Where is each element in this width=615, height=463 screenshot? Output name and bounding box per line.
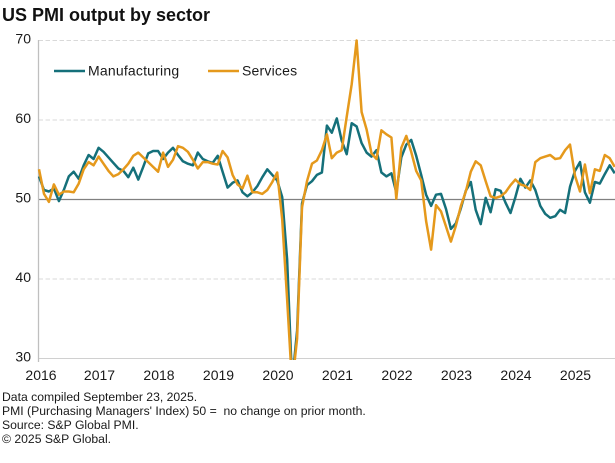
svg-text:2022: 2022 bbox=[381, 367, 412, 383]
svg-text:30: 30 bbox=[15, 349, 31, 365]
svg-text:60: 60 bbox=[15, 110, 31, 126]
svg-text:50: 50 bbox=[15, 190, 31, 206]
svg-text:Manufacturing: Manufacturing bbox=[88, 63, 179, 79]
svg-text:70: 70 bbox=[15, 31, 31, 47]
svg-text:2025: 2025 bbox=[560, 367, 591, 383]
svg-text:2019: 2019 bbox=[203, 367, 234, 383]
svg-text:2016: 2016 bbox=[25, 367, 56, 383]
svg-text:2024: 2024 bbox=[500, 367, 531, 383]
svg-text:2017: 2017 bbox=[84, 367, 115, 383]
svg-text:Services: Services bbox=[242, 63, 297, 79]
svg-text:40: 40 bbox=[15, 269, 31, 285]
svg-text:2020: 2020 bbox=[262, 367, 293, 383]
svg-text:2018: 2018 bbox=[143, 367, 174, 383]
svg-text:2023: 2023 bbox=[441, 367, 472, 383]
svg-text:2021: 2021 bbox=[322, 367, 353, 383]
